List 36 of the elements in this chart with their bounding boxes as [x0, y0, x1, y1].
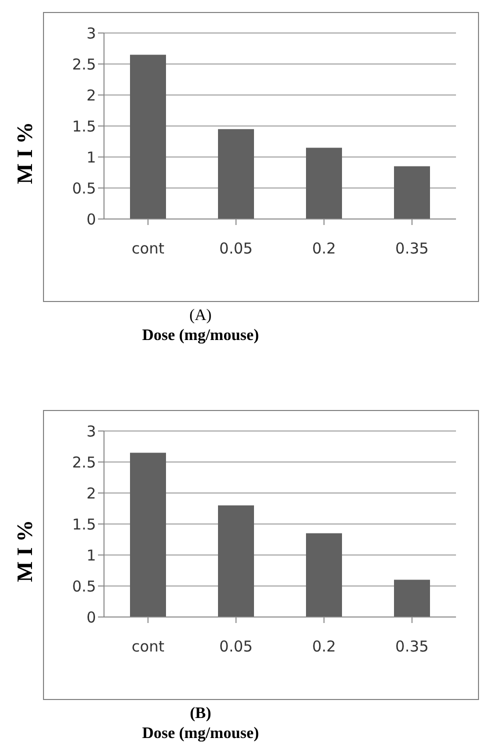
y-tick-label: 0.5 — [72, 179, 96, 198]
bar — [394, 580, 430, 617]
bar — [130, 452, 166, 617]
y-tick-label: 1 — [86, 546, 96, 564]
x-tick-label: 0.35 — [395, 240, 429, 258]
x-tick-label: cont — [132, 240, 165, 258]
y-axis-title: M I % — [12, 122, 38, 184]
bar — [218, 505, 254, 617]
y-tick-label: 2.5 — [72, 55, 96, 74]
x-tick-label: 0.35 — [395, 638, 429, 656]
x-axis-title: Dose (mg/mouse) — [141, 724, 260, 744]
y-tick-label: 1 — [86, 148, 96, 166]
bar — [306, 148, 342, 219]
bar — [306, 533, 342, 617]
y-tick-label: 0 — [86, 608, 96, 626]
y-axis-title: M I % — [12, 520, 38, 582]
x-tick-label: cont — [132, 638, 165, 656]
y-tick-label: 1.5 — [72, 515, 96, 534]
x-tick-label: 0.2 — [312, 638, 336, 656]
bar — [130, 54, 166, 219]
y-tick-label: 1.5 — [72, 117, 96, 136]
y-tick-label: 3 — [86, 24, 96, 42]
y-tick-label: 0.5 — [72, 577, 96, 596]
y-tick-label: 2 — [86, 86, 96, 104]
y-tick-label: 2 — [86, 484, 96, 502]
bar — [394, 166, 430, 219]
x-tick-label: 0.05 — [219, 638, 253, 656]
x-axis-title: Dose (mg/mouse) — [141, 326, 260, 346]
y-tick-label: 3 — [86, 422, 96, 440]
bar — [218, 129, 254, 219]
text: (B) — [188, 704, 212, 724]
y-tick-label: 0 — [86, 210, 96, 228]
x-tick-label: 0.2 — [312, 240, 336, 258]
y-tick-label: 2.5 — [72, 453, 96, 472]
text: (A) — [188, 306, 213, 326]
x-tick-label: 0.05 — [219, 240, 253, 258]
